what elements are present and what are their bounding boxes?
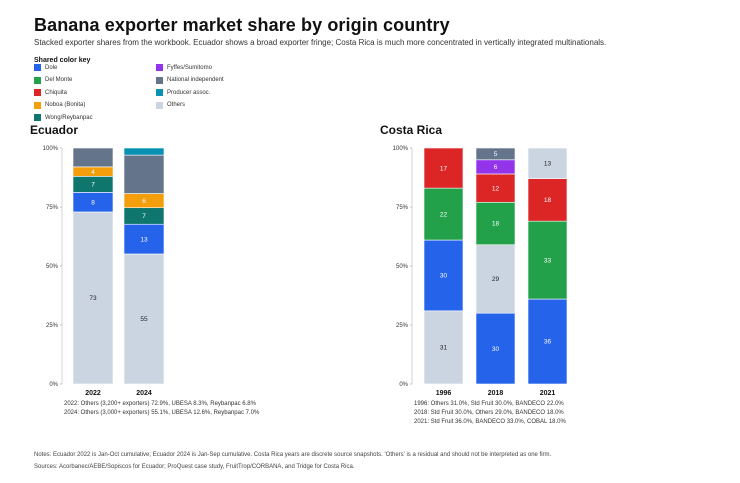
ecuador-data-label-2022-wong-reybanpac: 7 [91, 182, 95, 189]
legend-label: National independent [167, 77, 224, 83]
costa-rica-ytick-label: 75% [396, 205, 409, 211]
costa-rica-data-label-1996-del-monte: 22 [440, 211, 448, 218]
legend-swatch [156, 89, 163, 96]
costa-rica-bar-1996-others [423, 310, 464, 385]
ecuador-ytick-label: 0% [49, 382, 58, 388]
legend-title: Shared color key [34, 57, 91, 64]
legend-swatch [156, 64, 163, 71]
ecuador-notes: 2022: Others (3,200+ exporters) 72.9%, U… [64, 400, 259, 418]
costa-rica-data-label-2018-others: 29 [492, 276, 500, 283]
ecuador-data-label-2024-noboa-bonita-: 6 [142, 198, 146, 205]
ecuador-data-label-2024-dole: 13 [140, 236, 148, 243]
ecuador-data-label-2022-others: 73 [89, 295, 97, 302]
ecuador-bar-2024-national-independent [123, 154, 165, 194]
costa-rica-note-2021: 2021: Std Fruit 36.0%, BANDECO 33.0%, CO… [414, 419, 566, 425]
ecuador-note-2022: 2022: Others (3,200+ exporters) 72.9%, U… [64, 401, 256, 407]
costa-rica-data-label-2018-national-independent: 5 [494, 151, 498, 158]
legend-swatch [34, 89, 41, 96]
legend-swatch [34, 101, 41, 109]
ecuador-category-label-2024: 2024 [136, 390, 152, 397]
legend-label: Del Monte [45, 77, 73, 83]
ecuador-bar-2022-others [72, 211, 114, 385]
costa-rica-data-label-2021-del-monte: 33 [544, 257, 552, 264]
ecuador-data-label-2022-dole: 8 [91, 199, 95, 206]
costa-rica-bar-2021-del-monte [527, 220, 568, 300]
footer-notes: Notes: Ecuador 2022 is Jan-Oct cumulativ… [34, 452, 552, 458]
legend-item-noboa-bonita-: Noboa (Bonita) [34, 101, 86, 109]
ecuador-bar-2022-national-independent [72, 147, 114, 168]
costa-rica-data-label-2018-dole: 30 [492, 346, 500, 353]
legend-label: Noboa (Bonita) [45, 102, 86, 108]
costa-rica-notes: 1996: Others 31.0%, Std Fruit 30.0%, BAN… [414, 400, 566, 427]
costa-rica-bar-1996-del-monte [423, 187, 464, 241]
chart-title: Banana exporter market share by origin c… [34, 15, 450, 35]
ecuador-category-label-2022: 2022 [85, 390, 101, 397]
legend-label: Wong/Reybanpac [45, 114, 93, 121]
chart-subtitle: Stacked exporter shares from the workboo… [34, 38, 607, 47]
ecuador-data-label-2022-noboa-bonita-: 4 [91, 169, 95, 176]
costa-rica-data-label-2018-del-monte: 18 [492, 221, 500, 228]
costa-rica-data-label-1996-chiquita: 17 [440, 165, 448, 172]
ecuador-ytick-label: 25% [46, 323, 59, 329]
costa-rica-bar-2018-del-monte [475, 201, 516, 246]
costa-rica-ytick-label: 25% [396, 323, 409, 329]
costa-rica-data-label-2018-chiquita: 12 [492, 185, 500, 192]
legend-label: Others [167, 102, 186, 108]
legend-label: Fyffes/Sumitomo [167, 64, 212, 71]
ecuador-ytick-label: 75% [46, 205, 59, 211]
costa-rica-bar-2018-dole [475, 312, 516, 385]
legend-item-dole: Dole [34, 64, 57, 71]
costa-rica-category-label-2018: 2018 [488, 390, 504, 397]
legend-swatch [34, 64, 41, 71]
legend-item-wong-reybanpac: Wong/Reybanpac [34, 114, 93, 121]
ecuador-note-2024: 2024: Others (3,000+ exporters) 55.1%, U… [64, 410, 260, 416]
legend-label: Chiquita [45, 89, 68, 96]
legend-item-others: Others [156, 101, 186, 109]
legend-item-producer-assoc-: Producer assoc. [156, 89, 210, 96]
ecuador-data-label-2024-wong-reybanpac: 7 [142, 213, 146, 220]
costa-rica-bar-2021-dole [527, 298, 568, 385]
costa-rica-data-label-1996-others: 31 [440, 345, 448, 352]
panel-title-ecuador: Ecuador [30, 123, 79, 137]
costa-rica-data-label-2018-fyffes-sumitomo: 6 [494, 164, 498, 171]
ecuador-data-label-2024-others: 55 [140, 316, 148, 323]
ecuador-bar-2024-dole [123, 223, 165, 255]
legend-item-national-independent: National independent [156, 76, 224, 84]
legend-item-chiquita: Chiquita [34, 89, 67, 96]
costa-rica-bar-2018-national-independent [475, 147, 516, 161]
costa-rica-category-label-2021: 2021 [540, 390, 556, 397]
legend-label: Producer assoc. [167, 89, 211, 96]
costa-rica-note-1996: 1996: Others 31.0%, Std Fruit 30.0%, BAN… [414, 401, 564, 407]
costa-rica-data-label-2021-others: 13 [544, 161, 552, 168]
costa-rica-category-label-1996: 1996 [436, 390, 452, 397]
costa-rica-ytick-label: 50% [396, 264, 409, 270]
ecuador-ytick-label: 100% [43, 146, 59, 152]
legend-item-del-monte: Del Monte [34, 76, 73, 84]
costa-rica-bar-2021-others [527, 147, 568, 179]
costa-rica-ytick-label: 0% [399, 382, 408, 388]
costa-rica-note-2018: 2018: Std Fruit 30.0%, Others 29.0%, BAN… [414, 410, 564, 416]
costa-rica-ytick-label: 100% [393, 146, 409, 152]
legend-item-fyffes-sumitomo: Fyffes/Sumitomo [156, 64, 212, 71]
costa-rica-data-label-2021-dole: 36 [544, 339, 552, 346]
legend-swatch [34, 76, 41, 84]
legend-label: Dole [45, 64, 58, 71]
costa-rica-data-label-2021-chiquita: 18 [544, 197, 552, 204]
costa-rica-bar-1996-chiquita [423, 147, 464, 189]
ecuador-bar-2024-others [123, 253, 165, 385]
footer-sources: Sources: Acorbanec/AEBE/Sopiscos for Ecu… [34, 464, 355, 470]
ecuador-bar-2024-producer-assoc- [123, 147, 165, 156]
legend-swatch [34, 114, 41, 121]
legend-swatch [156, 76, 163, 84]
ecuador-ytick-label: 50% [46, 264, 59, 270]
panel-title-costa-rica: Costa Rica [380, 123, 443, 137]
costa-rica-data-label-1996-dole: 30 [440, 273, 448, 280]
legend-swatch [156, 101, 163, 109]
